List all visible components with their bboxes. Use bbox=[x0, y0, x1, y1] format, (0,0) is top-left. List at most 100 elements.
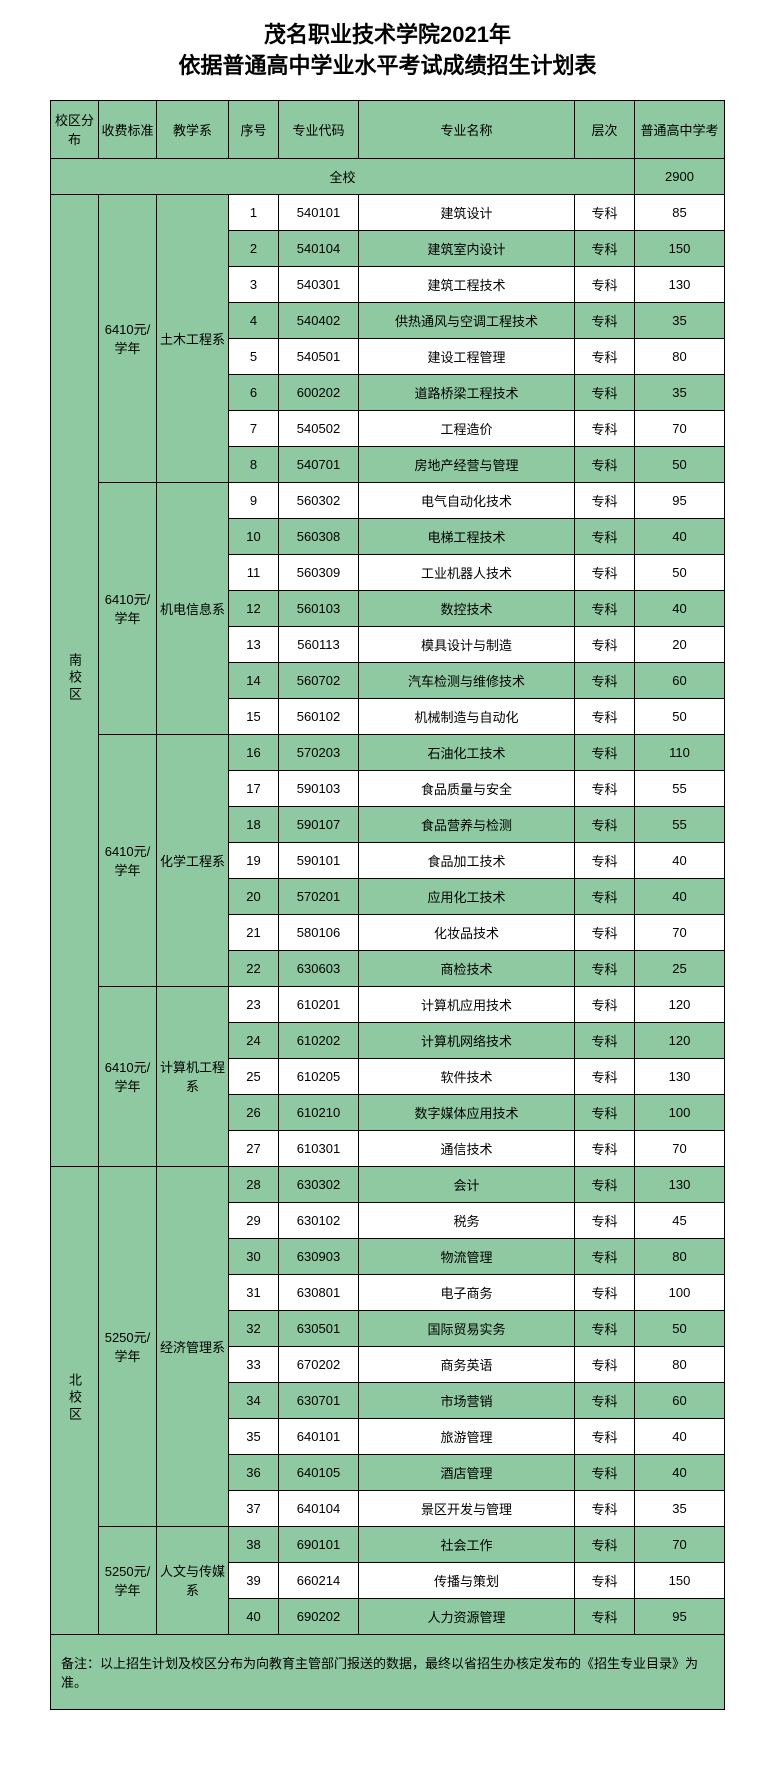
cell-quota: 80 bbox=[635, 1238, 725, 1274]
cell-code: 590107 bbox=[279, 806, 359, 842]
cell-name: 供热通风与空调工程技术 bbox=[359, 302, 575, 338]
cell-idx: 19 bbox=[229, 842, 279, 878]
cell-code: 630603 bbox=[279, 950, 359, 986]
cell-level: 专科 bbox=[575, 338, 635, 374]
cell-level: 专科 bbox=[575, 1598, 635, 1634]
cell-name: 建设工程管理 bbox=[359, 338, 575, 374]
cell-level: 专科 bbox=[575, 1238, 635, 1274]
cell-quota: 70 bbox=[635, 1526, 725, 1562]
fee-cell: 6410元/学年 bbox=[99, 482, 157, 734]
cell-code: 610201 bbox=[279, 986, 359, 1022]
dept-cell: 人文与传媒系 bbox=[157, 1526, 229, 1634]
cell-code: 540501 bbox=[279, 338, 359, 374]
cell-quota: 35 bbox=[635, 1490, 725, 1526]
cell-name: 食品营养与检测 bbox=[359, 806, 575, 842]
cell-idx: 1 bbox=[229, 194, 279, 230]
cell-name: 机械制造与自动化 bbox=[359, 698, 575, 734]
cell-name: 化妆品技术 bbox=[359, 914, 575, 950]
cell-idx: 7 bbox=[229, 410, 279, 446]
enrollment-table: 校区分布 收费标准 教学系 序号 专业代码 专业名称 层次 普通高中学考 全校 … bbox=[50, 100, 725, 1710]
th-idx: 序号 bbox=[229, 100, 279, 158]
cell-name: 物流管理 bbox=[359, 1238, 575, 1274]
cell-code: 610205 bbox=[279, 1058, 359, 1094]
cell-quota: 50 bbox=[635, 446, 725, 482]
cell-level: 专科 bbox=[575, 698, 635, 734]
cell-code: 540402 bbox=[279, 302, 359, 338]
cell-level: 专科 bbox=[575, 266, 635, 302]
cell-idx: 13 bbox=[229, 626, 279, 662]
cell-idx: 34 bbox=[229, 1382, 279, 1418]
cell-idx: 32 bbox=[229, 1310, 279, 1346]
cell-quota: 50 bbox=[635, 698, 725, 734]
cell-idx: 6 bbox=[229, 374, 279, 410]
cell-idx: 29 bbox=[229, 1202, 279, 1238]
cell-name: 数控技术 bbox=[359, 590, 575, 626]
footer-row: 备注：以上招生计划及校区分布为向教育主管部门报送的数据，最终以省招生办核定发布的… bbox=[51, 1634, 725, 1709]
dept-cell: 土木工程系 bbox=[157, 194, 229, 482]
cell-name: 软件技术 bbox=[359, 1058, 575, 1094]
cell-level: 专科 bbox=[575, 734, 635, 770]
cell-idx: 24 bbox=[229, 1022, 279, 1058]
cell-level: 专科 bbox=[575, 986, 635, 1022]
cell-level: 专科 bbox=[575, 1022, 635, 1058]
cell-quota: 55 bbox=[635, 806, 725, 842]
cell-quota: 150 bbox=[635, 1562, 725, 1598]
cell-level: 专科 bbox=[575, 1202, 635, 1238]
cell-name: 计算机网络技术 bbox=[359, 1022, 575, 1058]
cell-idx: 4 bbox=[229, 302, 279, 338]
cell-name: 商务英语 bbox=[359, 1346, 575, 1382]
table-row: 北校区5250元/学年经济管理系28630302会计专科130 bbox=[51, 1166, 725, 1202]
cell-level: 专科 bbox=[575, 1562, 635, 1598]
cell-quota: 120 bbox=[635, 1022, 725, 1058]
cell-level: 专科 bbox=[575, 410, 635, 446]
cell-code: 610301 bbox=[279, 1130, 359, 1166]
cell-level: 专科 bbox=[575, 1310, 635, 1346]
cell-idx: 35 bbox=[229, 1418, 279, 1454]
cell-name: 工业机器人技术 bbox=[359, 554, 575, 590]
cell-quota: 70 bbox=[635, 1130, 725, 1166]
fee-cell: 5250元/学年 bbox=[99, 1526, 157, 1634]
cell-idx: 12 bbox=[229, 590, 279, 626]
table-row: 南校区6410元/学年土木工程系1540101建筑设计专科85 bbox=[51, 194, 725, 230]
cell-quota: 80 bbox=[635, 1346, 725, 1382]
cell-level: 专科 bbox=[575, 626, 635, 662]
cell-code: 630701 bbox=[279, 1382, 359, 1418]
cell-code: 540101 bbox=[279, 194, 359, 230]
cell-level: 专科 bbox=[575, 1490, 635, 1526]
cell-level: 专科 bbox=[575, 1166, 635, 1202]
cell-name: 国际贸易实务 bbox=[359, 1310, 575, 1346]
fee-cell: 6410元/学年 bbox=[99, 194, 157, 482]
cell-code: 560102 bbox=[279, 698, 359, 734]
cell-code: 570203 bbox=[279, 734, 359, 770]
cell-code: 630102 bbox=[279, 1202, 359, 1238]
cell-quota: 40 bbox=[635, 878, 725, 914]
summary-row: 全校 2900 bbox=[51, 158, 725, 194]
cell-quota: 100 bbox=[635, 1274, 725, 1310]
table-row: 5250元/学年人文与传媒系38690101社会工作专科70 bbox=[51, 1526, 725, 1562]
th-dept: 教学系 bbox=[157, 100, 229, 158]
cell-quota: 130 bbox=[635, 266, 725, 302]
cell-quota: 25 bbox=[635, 950, 725, 986]
cell-idx: 27 bbox=[229, 1130, 279, 1166]
cell-level: 专科 bbox=[575, 1454, 635, 1490]
cell-name: 人力资源管理 bbox=[359, 1598, 575, 1634]
cell-name: 数字媒体应用技术 bbox=[359, 1094, 575, 1130]
cell-level: 专科 bbox=[575, 590, 635, 626]
th-fee: 收费标准 bbox=[99, 100, 157, 158]
cell-quota: 85 bbox=[635, 194, 725, 230]
cell-code: 560302 bbox=[279, 482, 359, 518]
th-campus: 校区分布 bbox=[51, 100, 99, 158]
cell-name: 会计 bbox=[359, 1166, 575, 1202]
cell-idx: 16 bbox=[229, 734, 279, 770]
cell-code: 560702 bbox=[279, 662, 359, 698]
cell-idx: 2 bbox=[229, 230, 279, 266]
th-level: 层次 bbox=[575, 100, 635, 158]
cell-idx: 23 bbox=[229, 986, 279, 1022]
cell-idx: 40 bbox=[229, 1598, 279, 1634]
cell-code: 630302 bbox=[279, 1166, 359, 1202]
cell-code: 640101 bbox=[279, 1418, 359, 1454]
dept-cell: 经济管理系 bbox=[157, 1166, 229, 1526]
cell-code: 690101 bbox=[279, 1526, 359, 1562]
cell-idx: 36 bbox=[229, 1454, 279, 1490]
table-header-row: 校区分布 收费标准 教学系 序号 专业代码 专业名称 层次 普通高中学考 bbox=[51, 100, 725, 158]
